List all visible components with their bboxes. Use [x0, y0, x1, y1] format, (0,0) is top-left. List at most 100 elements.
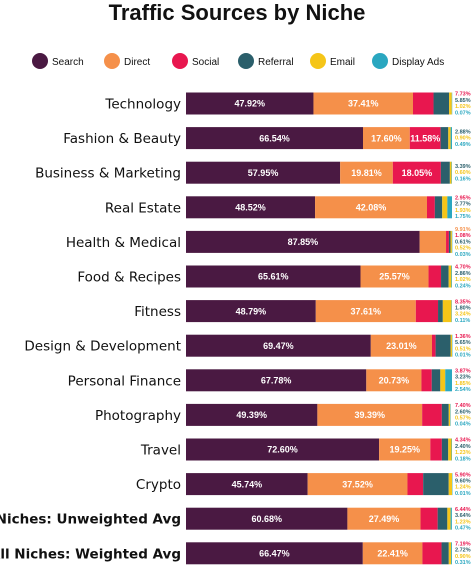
bar-segment-search — [186, 265, 361, 288]
bar-segment-social — [422, 542, 442, 565]
bar-segment-referral — [448, 230, 451, 253]
bar-segment-referral — [441, 403, 449, 426]
stacked-bars: 47.92% 37.41% 66.54% 17.60% 11.58% 57.95% 19.8… — [186, 92, 453, 565]
category-label: Photography — [95, 408, 181, 424]
bar-value-label: 37.41% — [348, 99, 379, 109]
small-value-label: 1.85% — [455, 381, 471, 387]
bar-segment-social — [412, 92, 434, 115]
legend-swatch-display-ads — [372, 53, 388, 69]
bar-segment-display-ads — [450, 507, 452, 530]
legend-label-referral: Referral — [258, 57, 294, 68]
small-value-label: 0.24% — [455, 283, 471, 289]
bar-segment-direct — [362, 542, 423, 565]
legend-label-email: Email — [330, 57, 355, 68]
bar-segment-direct — [340, 161, 393, 184]
bar-segment-direct — [362, 127, 410, 150]
legend-label-search: Search — [52, 57, 84, 68]
bar-value-label: 39.39% — [355, 410, 386, 420]
bar-segment-direct — [419, 230, 447, 253]
bar-segment-direct — [379, 438, 431, 461]
bar-value-label: 37.52% — [342, 479, 373, 489]
legend: Search Direct Social Referral Email Display A… — [32, 53, 444, 69]
bar-segment-search — [186, 230, 420, 253]
bar-segment-email — [449, 161, 452, 184]
legend-label-display-ads: Display Ads — [392, 57, 444, 68]
category-label: Health & Medical — [66, 235, 181, 251]
category-labels: Technology Fashion & Beauty Business & Mar… — [0, 97, 181, 563]
category-label: Design & Development — [24, 339, 181, 355]
bar-segment-email — [440, 369, 446, 392]
small-value-label: 1.02% — [455, 277, 471, 283]
bar-segment-social — [421, 369, 432, 392]
bar-value-label: 19.25% — [389, 445, 420, 455]
bar-segment-social — [407, 473, 424, 496]
bar-segment-referral — [440, 127, 449, 150]
small-value-label: 0.90% — [455, 554, 471, 560]
bar-segment-referral — [433, 92, 450, 115]
bar-segment-display-ads — [445, 369, 452, 392]
small-value-label: 0.31% — [455, 560, 471, 566]
bar-value-label: 11.58% — [410, 133, 440, 143]
small-value-label: 0.49% — [455, 142, 471, 148]
category-label: Real Estate — [105, 200, 181, 216]
bar-segment-search — [186, 369, 367, 392]
legend-swatch-referral — [238, 53, 254, 69]
small-value-label: 7.40% — [455, 403, 471, 409]
small-value-label: 2.54% — [455, 387, 471, 393]
bar-value-label: 67.78% — [261, 376, 292, 386]
category-label: Fashion & Beauty — [63, 131, 181, 147]
category-label: Travel — [140, 443, 181, 459]
bar-segment-search — [186, 92, 314, 115]
small-value-label: 0.51% — [455, 346, 471, 352]
small-value-label: 1.23% — [455, 519, 471, 525]
small-value-label: 2.77% — [455, 202, 471, 208]
small-value-label: 8.35% — [455, 299, 471, 305]
small-value-label: 2.40% — [455, 444, 471, 450]
small-value-label: 2.72% — [455, 548, 471, 554]
small-value-label: 3.87% — [455, 369, 471, 375]
bar-value-label: 18.05% — [402, 168, 433, 178]
chart-title: Traffic Sources by Niche — [109, 0, 366, 25]
small-value-label: 2.60% — [455, 409, 471, 415]
bar-segment-social — [422, 403, 442, 426]
bar-segment-social — [446, 230, 449, 253]
bar-segment-display-ads — [451, 265, 452, 288]
bar-segment-email — [449, 92, 452, 115]
bar-segment-search — [186, 542, 363, 565]
bar-segment-referral — [440, 161, 450, 184]
bar-segment-referral — [438, 300, 443, 323]
bar-segment-email — [450, 230, 452, 253]
small-value-label: 0.61% — [455, 239, 471, 245]
small-value-label: 1.08% — [455, 233, 471, 239]
bar-segment-direct — [315, 196, 427, 219]
bar-value-label: 47.92% — [234, 99, 265, 109]
bar-segment-social — [428, 265, 442, 288]
small-value-label: 2.88% — [455, 129, 471, 135]
bar-segment-search — [186, 507, 348, 530]
bar-value-label: 65.61% — [258, 272, 289, 282]
bar-segment-display-ads — [450, 127, 452, 150]
small-value-label: 1.75% — [455, 214, 471, 220]
bar-value-label: 23.01% — [386, 341, 417, 351]
bar-value-label: 49.39% — [236, 410, 267, 420]
bar-segment-search — [186, 127, 363, 150]
legend-swatch-social — [172, 53, 188, 69]
bar-segment-referral — [441, 265, 449, 288]
bar-segment-social — [392, 161, 441, 184]
small-value-labels: 7.73%5.85%1.02%0.07%2.88%0.90%0.49%3.39%… — [455, 92, 471, 566]
legend-swatch-search — [32, 53, 48, 69]
bar-value-label: 60.68% — [251, 514, 282, 524]
small-value-label: 0.01% — [455, 353, 471, 359]
bar-segment-display-ads — [451, 542, 452, 565]
small-value-label: 1.23% — [455, 450, 471, 456]
small-value-label: 9.60% — [455, 479, 471, 485]
legend-label-social: Social — [192, 57, 219, 68]
small-value-label: 2.86% — [455, 271, 471, 277]
bar-segment-email — [442, 196, 448, 219]
bar-segment-social — [426, 196, 435, 219]
bar-segment-referral — [437, 507, 448, 530]
bar-segment-direct — [307, 473, 408, 496]
small-value-label: 3.64% — [455, 513, 471, 519]
bar-value-label: 72.60% — [267, 445, 298, 455]
